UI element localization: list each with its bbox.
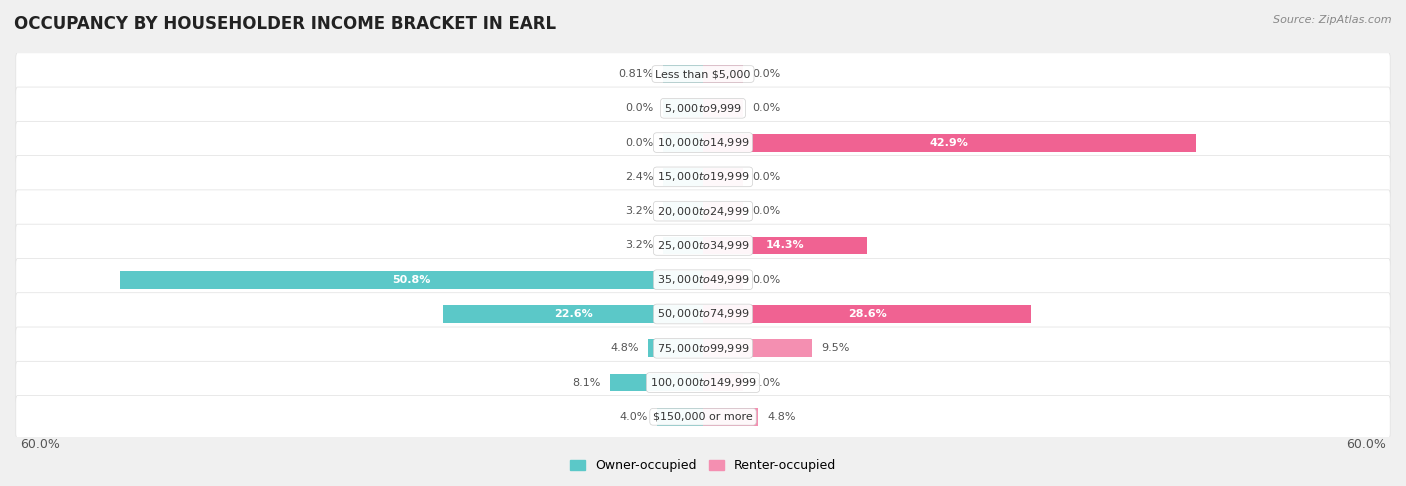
Text: 9.5%: 9.5%	[821, 343, 849, 353]
Bar	[703, 237, 868, 254]
Text: 4.0%: 4.0%	[620, 412, 648, 422]
Bar	[703, 305, 1032, 323]
Text: $15,000 to $19,999: $15,000 to $19,999	[657, 171, 749, 183]
Text: 0.0%: 0.0%	[752, 206, 780, 216]
Text: 0.0%: 0.0%	[626, 104, 654, 113]
Bar	[703, 339, 813, 357]
Text: $35,000 to $49,999: $35,000 to $49,999	[657, 273, 749, 286]
Text: 3.2%: 3.2%	[626, 241, 654, 250]
FancyBboxPatch shape	[15, 396, 1391, 438]
Text: 22.6%: 22.6%	[554, 309, 592, 319]
Text: $100,000 to $149,999: $100,000 to $149,999	[650, 376, 756, 389]
FancyBboxPatch shape	[15, 293, 1391, 335]
Text: $25,000 to $34,999: $25,000 to $34,999	[657, 239, 749, 252]
Text: $20,000 to $24,999: $20,000 to $24,999	[657, 205, 749, 218]
Bar	[648, 339, 703, 357]
Bar	[657, 408, 703, 426]
Text: 50.8%: 50.8%	[392, 275, 430, 285]
Text: 0.0%: 0.0%	[752, 172, 780, 182]
Legend: Owner-occupied, Renter-occupied: Owner-occupied, Renter-occupied	[565, 454, 841, 477]
Bar	[662, 134, 703, 152]
Bar	[703, 202, 744, 220]
FancyBboxPatch shape	[15, 190, 1391, 232]
FancyBboxPatch shape	[15, 361, 1391, 404]
FancyBboxPatch shape	[15, 156, 1391, 198]
Text: 0.0%: 0.0%	[626, 138, 654, 148]
Bar	[703, 374, 744, 391]
Bar	[703, 408, 758, 426]
FancyBboxPatch shape	[15, 87, 1391, 130]
Bar	[662, 65, 703, 83]
Bar	[662, 168, 703, 186]
Bar	[703, 271, 744, 289]
Text: 3.2%: 3.2%	[626, 206, 654, 216]
FancyBboxPatch shape	[15, 122, 1391, 164]
Bar	[610, 374, 703, 391]
Text: Less than $5,000: Less than $5,000	[655, 69, 751, 79]
Bar	[703, 134, 1195, 152]
Text: Source: ZipAtlas.com: Source: ZipAtlas.com	[1274, 15, 1392, 25]
Bar	[703, 168, 744, 186]
FancyBboxPatch shape	[15, 327, 1391, 369]
Text: 28.6%: 28.6%	[848, 309, 887, 319]
Bar	[662, 100, 703, 117]
Text: $150,000 or more: $150,000 or more	[654, 412, 752, 422]
Text: 8.1%: 8.1%	[572, 378, 600, 387]
Bar	[662, 202, 703, 220]
Text: $50,000 to $74,999: $50,000 to $74,999	[657, 308, 749, 320]
Text: 60.0%: 60.0%	[20, 438, 59, 451]
Text: $75,000 to $99,999: $75,000 to $99,999	[657, 342, 749, 355]
Bar	[662, 237, 703, 254]
Text: 0.0%: 0.0%	[752, 378, 780, 387]
Bar	[703, 65, 744, 83]
Text: 0.0%: 0.0%	[752, 104, 780, 113]
Text: $10,000 to $14,999: $10,000 to $14,999	[657, 136, 749, 149]
Text: 4.8%: 4.8%	[610, 343, 638, 353]
Text: $5,000 to $9,999: $5,000 to $9,999	[664, 102, 742, 115]
Text: 0.0%: 0.0%	[752, 275, 780, 285]
Text: 14.3%: 14.3%	[766, 241, 804, 250]
Text: 42.9%: 42.9%	[929, 138, 969, 148]
FancyBboxPatch shape	[15, 53, 1391, 95]
Bar	[703, 100, 744, 117]
Text: 0.0%: 0.0%	[752, 69, 780, 79]
Text: 60.0%: 60.0%	[1347, 438, 1386, 451]
FancyBboxPatch shape	[15, 259, 1391, 301]
Text: OCCUPANCY BY HOUSEHOLDER INCOME BRACKET IN EARL: OCCUPANCY BY HOUSEHOLDER INCOME BRACKET …	[14, 15, 557, 33]
Bar	[443, 305, 703, 323]
Bar	[120, 271, 703, 289]
Text: 2.4%: 2.4%	[626, 172, 654, 182]
Text: 4.8%: 4.8%	[768, 412, 796, 422]
Text: 0.81%: 0.81%	[619, 69, 654, 79]
FancyBboxPatch shape	[15, 224, 1391, 267]
